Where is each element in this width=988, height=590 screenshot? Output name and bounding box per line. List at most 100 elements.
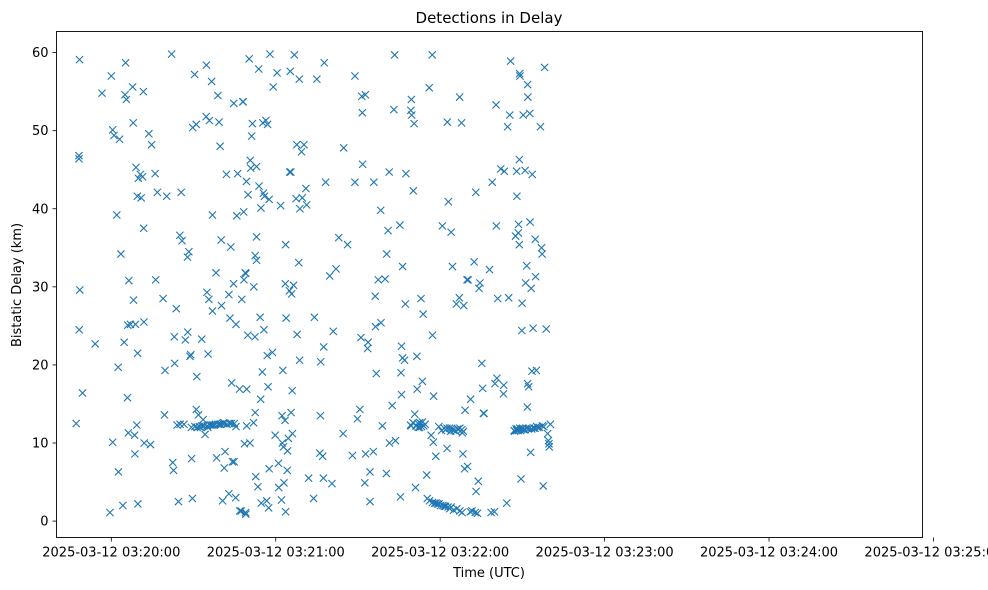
data-point <box>225 314 234 323</box>
data-point <box>388 401 397 410</box>
data-point <box>396 368 405 377</box>
data-point <box>256 395 265 404</box>
data-point <box>391 436 400 445</box>
data-point <box>472 487 481 496</box>
data-point <box>161 366 170 375</box>
data-point <box>418 377 427 386</box>
data-point <box>523 93 532 102</box>
data-point <box>458 449 467 458</box>
data-point <box>334 233 343 242</box>
data-points <box>72 50 555 519</box>
data-point <box>438 221 447 230</box>
data-point <box>434 422 443 431</box>
data-point <box>260 192 269 201</box>
data-point <box>496 164 505 173</box>
data-point <box>229 279 238 288</box>
data-point <box>540 63 549 72</box>
data-point <box>504 293 513 302</box>
data-point <box>466 395 475 404</box>
data-point <box>285 168 294 177</box>
y-tick-label: 60 <box>32 46 49 61</box>
data-point <box>470 257 479 266</box>
data-point <box>124 428 133 437</box>
data-point <box>212 453 221 462</box>
data-point <box>356 333 365 342</box>
data-point <box>120 338 129 347</box>
data-point <box>512 192 521 201</box>
plot-frame <box>56 31 923 538</box>
data-point <box>255 182 264 191</box>
data-point <box>350 72 359 80</box>
data-point <box>265 50 274 59</box>
data-point <box>385 439 394 448</box>
data-point <box>463 275 472 284</box>
data-point <box>232 320 240 329</box>
data-point <box>409 186 418 195</box>
data-point <box>131 163 140 172</box>
data-point <box>123 321 132 330</box>
data-point <box>159 294 168 303</box>
data-point <box>514 228 523 237</box>
data-point <box>499 389 508 398</box>
data-point <box>241 269 250 278</box>
data-point <box>371 322 380 331</box>
data-point <box>411 483 420 492</box>
data-point <box>358 160 367 169</box>
data-point <box>471 188 480 197</box>
data-point <box>246 156 255 165</box>
y-tick-label: 50 <box>32 124 49 139</box>
data-point <box>371 292 380 301</box>
data-point <box>455 93 464 102</box>
data-point <box>293 330 302 339</box>
y-axis-ticks: 0 10 20 30 40 50 60 <box>32 46 57 530</box>
data-point <box>427 431 436 440</box>
data-point <box>444 197 453 206</box>
data-point <box>140 439 149 448</box>
data-point <box>428 50 437 59</box>
data-point <box>112 211 121 219</box>
data-point <box>252 232 261 241</box>
data-point <box>492 221 501 230</box>
data-point <box>358 108 367 117</box>
data-point <box>518 299 527 308</box>
data-point <box>248 119 257 128</box>
data-point <box>381 275 390 284</box>
data-point <box>294 258 303 267</box>
data-point <box>448 262 457 271</box>
data-point <box>218 496 227 505</box>
data-point <box>116 250 125 259</box>
data-point <box>249 418 258 427</box>
x-tick-label: 2025-03-12 03:21:00 <box>207 546 345 561</box>
data-point <box>226 243 235 252</box>
data-point <box>282 314 291 323</box>
data-point <box>539 481 548 490</box>
data-point <box>310 313 319 322</box>
data-point <box>283 466 292 475</box>
data-point <box>329 327 338 336</box>
data-point <box>259 325 268 334</box>
data-point <box>505 111 514 120</box>
data-point <box>253 482 262 491</box>
data-point <box>78 389 87 398</box>
data-point <box>413 385 422 394</box>
data-point <box>262 496 271 505</box>
data-point <box>264 382 273 391</box>
y-tick-label: 10 <box>32 437 49 452</box>
data-point <box>257 499 266 508</box>
data-point <box>425 83 434 92</box>
data-point <box>190 70 199 79</box>
data-point <box>452 300 461 309</box>
data-point <box>474 477 483 486</box>
data-point <box>524 382 533 391</box>
data-point <box>202 288 211 297</box>
data-point <box>281 416 290 425</box>
data-point <box>299 140 308 149</box>
data-point <box>283 446 292 455</box>
data-point <box>237 295 246 304</box>
data-point <box>251 408 260 417</box>
data-point <box>264 503 273 512</box>
data-point <box>528 170 537 179</box>
data-point <box>110 131 119 140</box>
data-point <box>227 419 236 428</box>
x-tick-label: 2025-03-12 03:20:00 <box>42 546 180 561</box>
